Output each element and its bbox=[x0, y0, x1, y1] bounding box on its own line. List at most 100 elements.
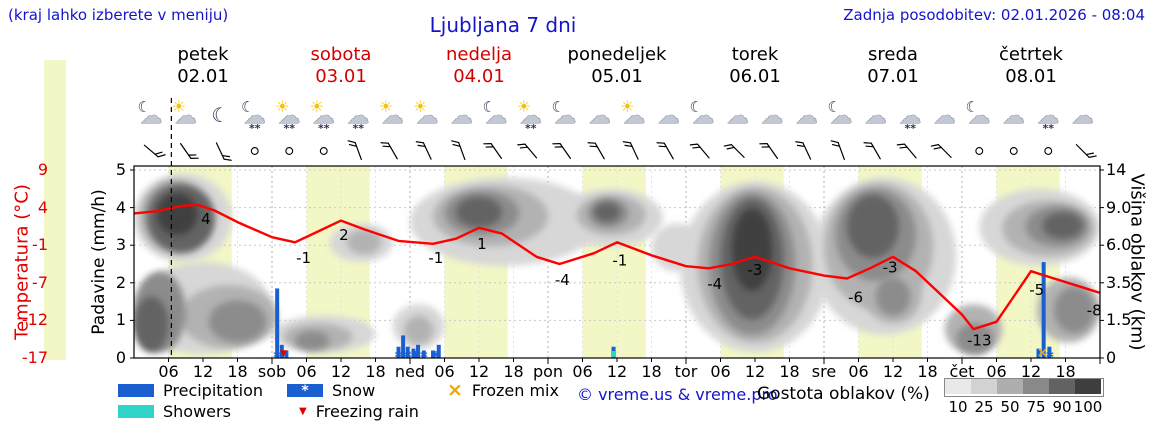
cloud-blob bbox=[1042, 212, 1083, 239]
cloud-height-tick-label: 14 bbox=[1106, 160, 1127, 179]
precipitation-tick-label: 5 bbox=[115, 160, 126, 179]
precip-bar bbox=[396, 346, 401, 358]
cloud-icon: ☁ bbox=[451, 104, 473, 129]
freezing-rain-marker-icon: ▼ bbox=[280, 349, 287, 359]
wind-barb-icon bbox=[143, 144, 166, 158]
freezing-rain-icon: ▼ bbox=[299, 406, 307, 417]
temperature-value-label: 1 bbox=[477, 235, 487, 253]
cloud-blob bbox=[456, 196, 502, 228]
wind-barb-icon bbox=[795, 141, 812, 160]
weather-icon-cloud: ☁ bbox=[864, 104, 887, 130]
day-date: 07.01 bbox=[867, 66, 919, 87]
x-tick-label: 06 bbox=[158, 362, 179, 381]
moon-icon: ☾ bbox=[552, 98, 565, 116]
day-date: 06.01 bbox=[729, 66, 781, 87]
snow-marker-icon: * bbox=[420, 348, 428, 366]
cloud-icon: ☁ bbox=[520, 104, 542, 129]
temperature-tick-label: 9 bbox=[37, 160, 48, 179]
temperature-tick-label: -17 bbox=[21, 348, 48, 367]
sun-icon: ☀ bbox=[620, 97, 634, 116]
temperature-tick-label: -1 bbox=[32, 235, 48, 255]
wind-calm-icon bbox=[285, 147, 294, 155]
event-markers: *▼ * * * * * ×* bbox=[273, 345, 1054, 366]
wind-calm-icon bbox=[1044, 147, 1053, 155]
weather-icon-sun-cloud-snow: ☀☁** bbox=[310, 97, 336, 135]
cloud-icon: ☁ bbox=[899, 104, 921, 129]
temperature-tick-label: -7 bbox=[32, 272, 48, 292]
x-tick-label: 18 bbox=[917, 362, 938, 381]
legend-label: Freezing rain bbox=[315, 402, 419, 421]
moon-icon: ☾ bbox=[211, 103, 229, 127]
wind-calm-icon bbox=[250, 147, 259, 155]
weather-icon-cloud-snow: ☁** bbox=[1037, 104, 1060, 135]
moon-icon: ☾ bbox=[966, 98, 979, 116]
temperature-tick-label: -12 bbox=[21, 310, 48, 330]
showers-swatch-icon bbox=[118, 405, 154, 418]
cloud-density-cell bbox=[1075, 379, 1101, 394]
cloud-height-tick-label: 1.5 bbox=[1106, 310, 1132, 330]
cloud-icon: ☁ bbox=[244, 104, 266, 129]
x-tick-label: 18 bbox=[365, 362, 386, 381]
wind-barb-icon bbox=[830, 140, 845, 161]
snow-swatch-icon: * bbox=[287, 384, 323, 398]
day-name: ponedeljek bbox=[567, 44, 667, 65]
weather-icon-cloud: ☁ bbox=[450, 104, 473, 130]
cloud-icon: ☁ bbox=[692, 104, 714, 129]
copyright-link[interactable]: © vreme.us & vreme.pro bbox=[577, 385, 778, 404]
x-tick-label: 12 bbox=[468, 362, 490, 381]
precip-bar bbox=[1041, 262, 1046, 358]
weather-icon-cloud-snow: ☁** bbox=[347, 104, 370, 135]
weather-icon-sun-cloud-snow: ☀☁** bbox=[275, 97, 301, 135]
weather-icon-cloud: ☁ bbox=[761, 104, 784, 130]
cloud-density-scale bbox=[944, 378, 1104, 397]
snowfall-icon: ** bbox=[318, 122, 330, 135]
cloud-blob bbox=[157, 192, 198, 236]
wind-barb-icon bbox=[215, 142, 232, 161]
snowfall-icon: ** bbox=[352, 122, 364, 135]
precipitation-tick-label: 0 bbox=[115, 348, 126, 367]
legend-label: Frozen mix bbox=[471, 381, 559, 400]
temperature-line bbox=[134, 203, 1100, 331]
temperature-value-label: -3 bbox=[883, 259, 898, 277]
legend-item-freezing-rain: ▼ Freezing rain bbox=[299, 402, 419, 421]
x-tick-label: 12 bbox=[744, 362, 766, 381]
legend-label: Precipitation bbox=[163, 381, 264, 400]
x-tick-label: 06 bbox=[296, 362, 317, 381]
temperature-value-label: 4 bbox=[201, 210, 211, 228]
temperature-value-label: -3 bbox=[748, 261, 763, 279]
weather-icon-cloud: ☁ bbox=[1071, 104, 1094, 130]
cloud-icon: ☁ bbox=[313, 104, 335, 129]
cloud-height-tick-label: 0 bbox=[1106, 348, 1117, 367]
cloud-icon: ☁ bbox=[761, 104, 783, 129]
legend-label: Snow bbox=[332, 381, 376, 400]
weather-icon-sun-cloud-snow: ☀☁** bbox=[517, 97, 543, 135]
page-title: Ljubljana 7 dni bbox=[429, 13, 577, 37]
cloud-blob bbox=[134, 296, 169, 353]
wind-barb-icon bbox=[896, 143, 917, 159]
weather-icon-moon-cloud: ☾☁ bbox=[828, 98, 853, 129]
wind-barb-icon bbox=[552, 143, 572, 159]
x-tick-label: 18 bbox=[641, 362, 662, 381]
cloud-height-tick-label: 3.5 bbox=[1106, 272, 1132, 292]
cloud-icon: ☁ bbox=[658, 104, 680, 129]
day-name: sreda bbox=[868, 44, 918, 65]
precip-bar bbox=[431, 350, 435, 358]
cloud-blob bbox=[847, 194, 899, 259]
snow-marker-icon: * bbox=[273, 348, 281, 366]
wind-barb-icon bbox=[380, 142, 398, 160]
cloud-icon: ☁ bbox=[796, 104, 818, 129]
cloud-icon: ☁ bbox=[865, 104, 887, 129]
snow-marker-icon: * bbox=[395, 348, 403, 366]
x-tick-label: pon bbox=[532, 362, 564, 381]
sun-icon: ☀ bbox=[172, 97, 186, 116]
cloud-icon: ☁ bbox=[623, 104, 645, 129]
cloud-icon: ☁ bbox=[1072, 104, 1094, 129]
weather-icon-sun-cloud: ☀☁ bbox=[413, 97, 439, 129]
legend-label: Showers bbox=[163, 402, 231, 421]
snowfall-icon: ** bbox=[283, 122, 295, 135]
x-tick-label: 12 bbox=[606, 362, 628, 381]
precip-bar bbox=[1036, 348, 1041, 358]
cloud-icon: ☁ bbox=[416, 104, 438, 129]
wind-barb-icon bbox=[759, 143, 779, 159]
wind-barb-icon bbox=[483, 143, 503, 159]
